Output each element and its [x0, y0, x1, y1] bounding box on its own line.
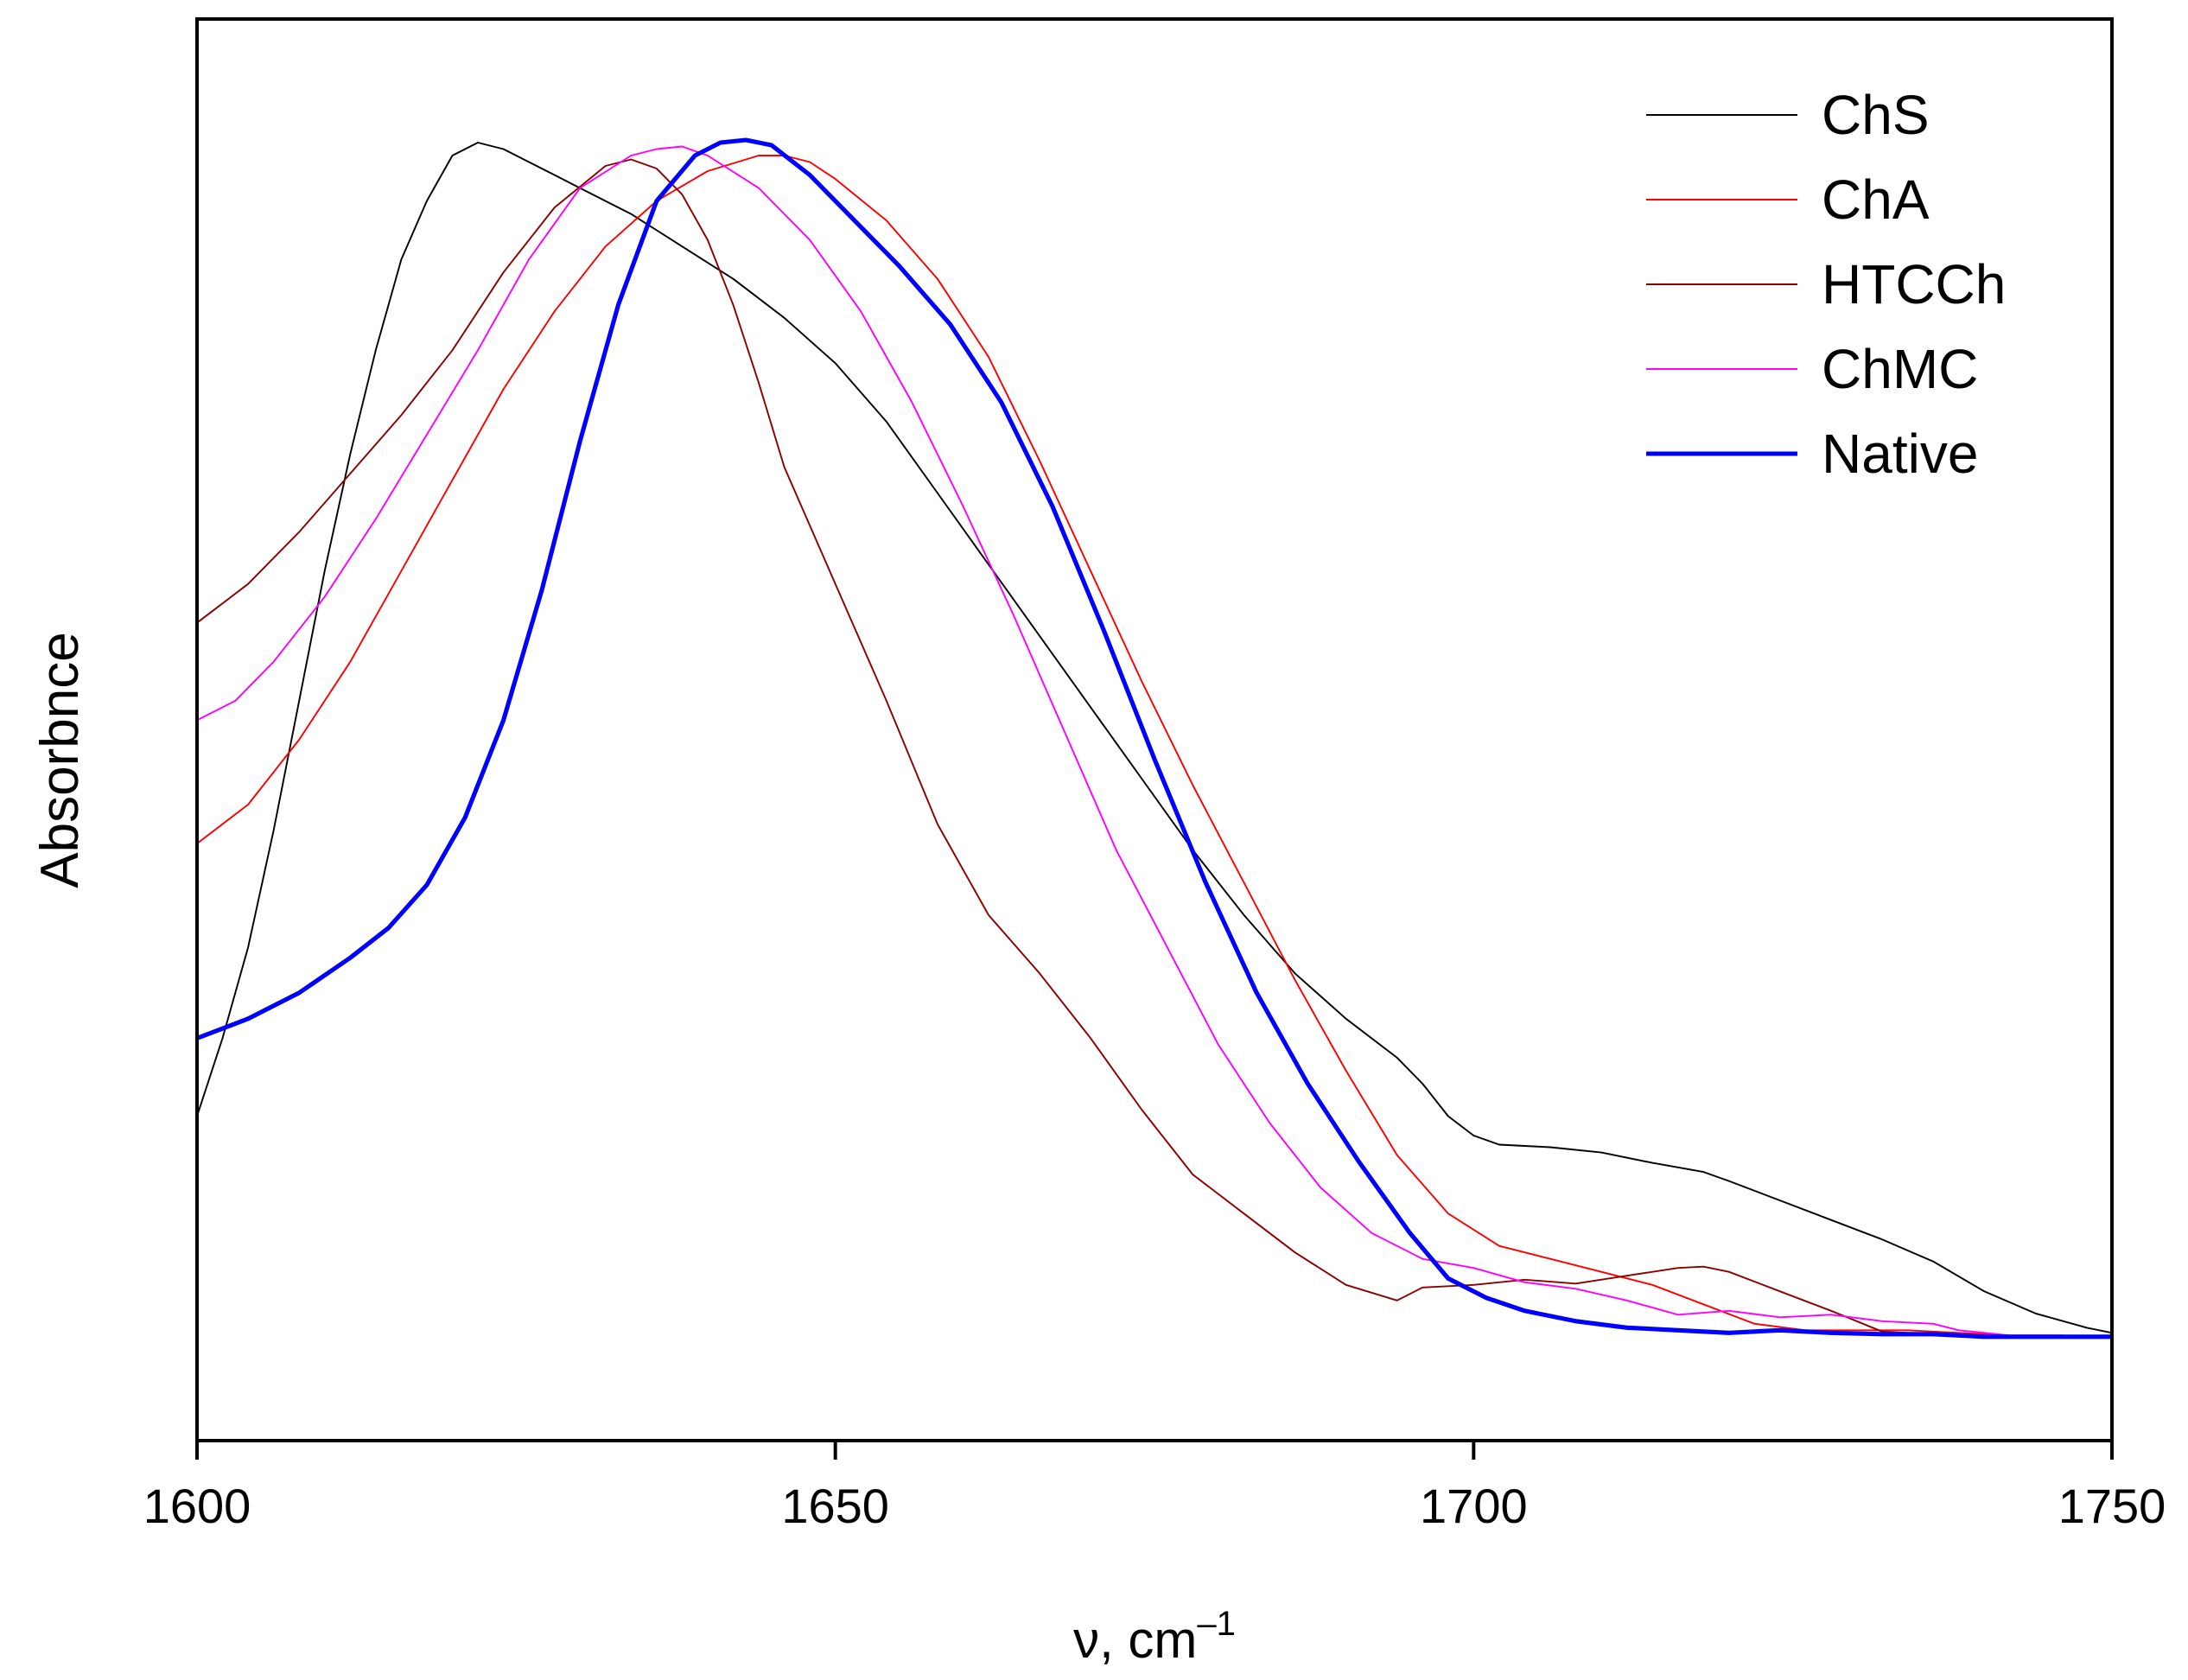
series-line-htcch: [196, 158, 2112, 1338]
x-tick-label: 1600: [143, 1479, 251, 1533]
legend-label-native: Native: [1822, 423, 1978, 485]
x-axis-label: ν, cm–1: [1073, 1605, 1236, 1669]
plot-frame: [195, 17, 2114, 1442]
legend-label-htcch: HTCCh: [1822, 253, 2006, 315]
legend: ChS ChA HTCCh ChMC Native: [1646, 84, 2006, 485]
y-axis-label: Absorbnce: [30, 632, 90, 888]
series-line-cha: [196, 155, 2113, 1338]
x-tick-label: 1700: [1420, 1479, 1528, 1533]
series-layer: [196, 137, 2113, 1340]
series-line-chs: [196, 142, 2113, 1334]
x-tick-label: 1750: [2058, 1479, 2166, 1533]
legend-label-cha: ChA: [1822, 169, 1930, 231]
legend-label-chs: ChS: [1822, 84, 1930, 146]
series-line-native: [196, 137, 2112, 1340]
x-tick-label: 1650: [781, 1479, 889, 1533]
x-axis-ticks: 1600 1650 1700 1750: [143, 1441, 2166, 1533]
series-line-chmc: [196, 145, 2113, 1338]
legend-label-chmc: ChMC: [1822, 338, 1978, 400]
